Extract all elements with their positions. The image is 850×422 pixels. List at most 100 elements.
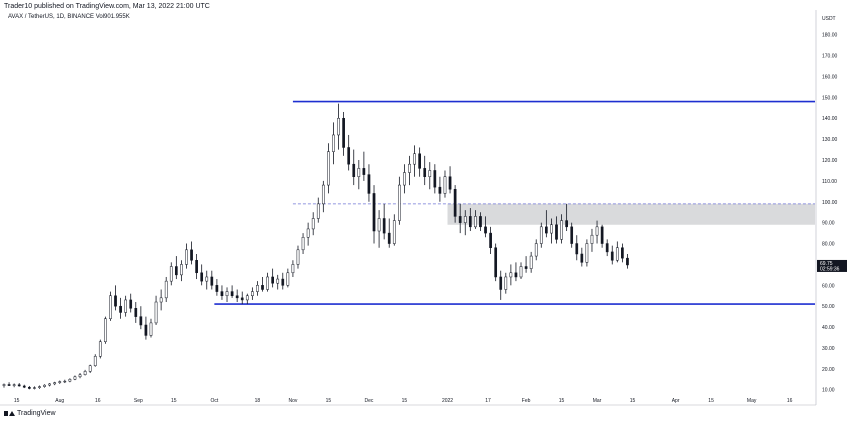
candle-body bbox=[484, 226, 487, 234]
candle-body bbox=[529, 255, 533, 269]
x-tick-label: Feb bbox=[522, 398, 531, 404]
x-tick-label: 15 bbox=[14, 398, 20, 404]
candle-body bbox=[276, 278, 280, 284]
candle-body bbox=[590, 234, 594, 244]
candle-body bbox=[48, 383, 51, 386]
x-tick-label: Apr bbox=[672, 398, 680, 404]
candle-body bbox=[169, 266, 173, 282]
y-tick-label: 40.00 bbox=[822, 325, 835, 331]
candle-body bbox=[474, 216, 477, 228]
candle-body bbox=[550, 224, 553, 234]
candle-body bbox=[104, 318, 107, 342]
candle-body bbox=[413, 153, 416, 165]
candle-body bbox=[438, 186, 442, 194]
y-tick-label: 30.00 bbox=[822, 346, 835, 352]
candle-body bbox=[215, 285, 219, 292]
candle-body bbox=[205, 276, 209, 282]
x-tick-label: 15 bbox=[630, 398, 636, 404]
tradingview-logo-icon bbox=[4, 410, 15, 417]
candle-body bbox=[164, 280, 168, 299]
candle-body bbox=[33, 387, 36, 389]
candle-body bbox=[570, 226, 574, 244]
candle-body bbox=[235, 295, 239, 299]
x-tick-label: 15 bbox=[708, 398, 714, 404]
candle-body bbox=[458, 216, 462, 223]
candle-body bbox=[605, 243, 609, 253]
candle-body bbox=[443, 176, 447, 194]
candle-body bbox=[332, 134, 335, 152]
y-tick-label: 130.00 bbox=[822, 137, 838, 143]
candle-body bbox=[382, 218, 386, 234]
candle-body bbox=[129, 299, 133, 309]
candle-body bbox=[377, 218, 381, 232]
candle-body bbox=[225, 291, 229, 297]
candle-body bbox=[316, 203, 320, 219]
candle-body bbox=[398, 184, 401, 221]
candle-body bbox=[448, 176, 452, 190]
candle-body bbox=[418, 153, 421, 169]
supply-zone bbox=[447, 203, 815, 225]
candle-body bbox=[53, 382, 57, 385]
candle-body bbox=[347, 147, 351, 165]
candle-body bbox=[534, 243, 538, 257]
candle-body bbox=[357, 168, 361, 177]
y-tick-label: 180.00 bbox=[822, 33, 838, 39]
candle-body bbox=[392, 220, 396, 244]
candle-body bbox=[73, 376, 77, 380]
x-tick-label: 16 bbox=[787, 398, 793, 404]
candle-body bbox=[266, 276, 269, 290]
footer-brand-label: TradingView bbox=[17, 410, 56, 417]
candle-body bbox=[281, 278, 285, 286]
candle-body bbox=[286, 272, 290, 286]
candle-body bbox=[600, 226, 604, 244]
candle-body bbox=[109, 295, 112, 319]
candle-body bbox=[362, 168, 366, 175]
candle-body bbox=[230, 291, 234, 297]
candle-body bbox=[251, 291, 254, 297]
x-tick-label: 2022 bbox=[442, 398, 453, 404]
y-tick-label: 110.00 bbox=[822, 179, 837, 185]
y-tick-label: 60.00 bbox=[822, 283, 835, 289]
candles-layer bbox=[2, 103, 629, 390]
candle-body bbox=[174, 266, 178, 276]
candle-body bbox=[519, 266, 523, 278]
candle-body bbox=[190, 249, 193, 261]
candle-body bbox=[342, 117, 345, 148]
x-tick-label: Oct bbox=[210, 398, 218, 404]
candle-body bbox=[337, 117, 340, 136]
candle-body bbox=[327, 151, 330, 186]
y-tick-label: 140.00 bbox=[822, 116, 838, 122]
x-tick-label: 15 bbox=[559, 398, 565, 404]
x-tick-label: Dec bbox=[364, 398, 373, 404]
candle-body bbox=[585, 243, 589, 263]
candle-body bbox=[256, 285, 259, 292]
candle-body bbox=[468, 216, 472, 228]
candle-body bbox=[124, 299, 128, 313]
candle-body bbox=[387, 232, 391, 244]
footer-branding[interactable]: TradingView bbox=[4, 410, 56, 417]
symbol-info: AVAX / TetherUS, 1D, BINANCE Vol901.955K bbox=[8, 14, 130, 20]
x-tick-label: 15 bbox=[402, 398, 408, 404]
candle-body bbox=[499, 276, 503, 290]
candle-body bbox=[139, 316, 143, 326]
candle-body bbox=[555, 224, 558, 240]
zones-layer bbox=[447, 203, 815, 225]
candle-body bbox=[17, 384, 21, 387]
candle-body bbox=[185, 249, 188, 265]
candle-body bbox=[98, 341, 102, 357]
candle-body bbox=[88, 365, 92, 372]
candle-body bbox=[580, 253, 584, 263]
y-tick-label: 80.00 bbox=[822, 242, 835, 248]
candle-body bbox=[306, 228, 310, 238]
x-tick-label: 18 bbox=[255, 398, 261, 404]
axes-layer: USDT10.0020.0030.0040.0050.0060.0070.008… bbox=[0, 10, 847, 406]
candle-body bbox=[524, 266, 528, 269]
y-tick-label: 120.00 bbox=[822, 158, 838, 164]
candle-body bbox=[43, 384, 46, 387]
candle-body bbox=[68, 379, 72, 382]
candle-body bbox=[560, 220, 563, 240]
candle-body bbox=[423, 168, 427, 177]
y-tick-label: 10.00 bbox=[822, 388, 835, 394]
candle-body bbox=[545, 226, 548, 234]
